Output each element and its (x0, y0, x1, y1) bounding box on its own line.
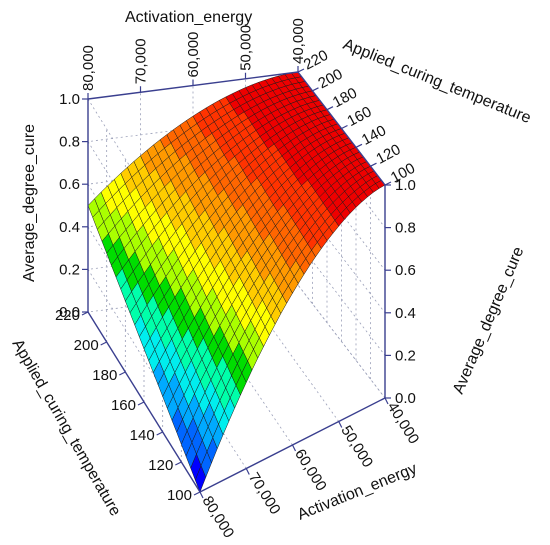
y-tick-mark (193, 491, 201, 496)
z-tick-label-left: 0.8 (59, 134, 80, 151)
x-tick-label-top: 50,000 (238, 25, 255, 71)
y-tick-label-bottom: 220 (55, 307, 80, 324)
y-tick-label-bottom: 160 (111, 397, 136, 414)
z-tick-label-right: 0.8 (395, 220, 416, 237)
right-z-axis-title: Average_degree_cure (450, 244, 527, 396)
top-x-axis-title: Activation_energy (125, 9, 252, 26)
y-tick-mark (137, 401, 145, 406)
y-tick-mark (81, 311, 89, 316)
x-tick-label-top: 60,000 (185, 32, 202, 78)
left-z-axis-title: Average_degree_cure (21, 124, 38, 282)
x-tick-label-top: 40,000 (290, 18, 307, 64)
y-tick-label-top: 140 (359, 122, 389, 149)
y-tick-mark (384, 181, 392, 186)
y-tick-mark (119, 371, 126, 376)
z-tick-label-right: 0.0 (395, 390, 416, 407)
z-tick-label-right: 0.2 (395, 347, 416, 364)
surface-mesh (87, 71, 386, 493)
x-tick-label-top: 70,000 (133, 38, 150, 84)
y-tick-mark (370, 162, 377, 167)
y-tick-mark (175, 461, 182, 466)
y-tick-mark (355, 143, 363, 148)
y-tick-label-top: 160 (344, 103, 374, 130)
x-tick-mark (384, 397, 389, 405)
x-tick-label-bottom: 60,000 (291, 446, 330, 494)
x-tick-label-bottom: 70,000 (245, 470, 284, 518)
z-tick-label-left: 0.0 (59, 304, 80, 321)
z-tick-label-left: 0.2 (59, 261, 80, 278)
y-tick-mark (100, 341, 107, 346)
gridline-floor (245, 291, 340, 422)
z-tick-label-right: 0.4 (395, 305, 416, 322)
x-tick-mark (199, 491, 204, 499)
x-tick-label-bottom: 40,000 (384, 399, 423, 447)
z-tick-label-left: 1.0 (59, 91, 80, 108)
bottom-y-axis-title: Applied_curing_temperature (9, 337, 124, 520)
gridline-floor (297, 284, 386, 399)
y-tick-label-bottom: 180 (92, 367, 117, 384)
z-tick-label-right: 0.6 (395, 262, 416, 279)
z-tick-label-right: 1.0 (395, 177, 416, 194)
x-tick-mark (245, 468, 250, 475)
y-tick-mark (312, 87, 319, 92)
y-tick-label-bottom: 120 (148, 457, 173, 474)
y-tick-mark (341, 124, 348, 130)
x-tick-label-bottom: 50,000 (337, 423, 376, 471)
y-tick-label-bottom: 200 (74, 337, 99, 354)
y-tick-label-top: 120 (373, 141, 403, 168)
y-tick-label-top: 200 (315, 66, 345, 93)
y-tick-mark (156, 431, 163, 436)
y-tick-mark (326, 106, 334, 111)
y-tick-label-bottom: 100 (167, 487, 192, 504)
x-tick-mark (291, 444, 297, 452)
gridline-z (87, 241, 386, 450)
y-tick-label-top: 180 (330, 84, 360, 111)
z-tick-label-left: 0.6 (59, 176, 80, 193)
x-tick-mark (338, 421, 343, 428)
y-tick-mark (297, 68, 305, 73)
x-tick-label-top: 80,000 (80, 45, 97, 91)
axes (81, 66, 392, 499)
y-tick-label-bottom: 140 (130, 427, 155, 444)
x-tick-label-bottom: 80,000 (199, 493, 238, 541)
z-tick-label-left: 0.4 (59, 219, 80, 236)
